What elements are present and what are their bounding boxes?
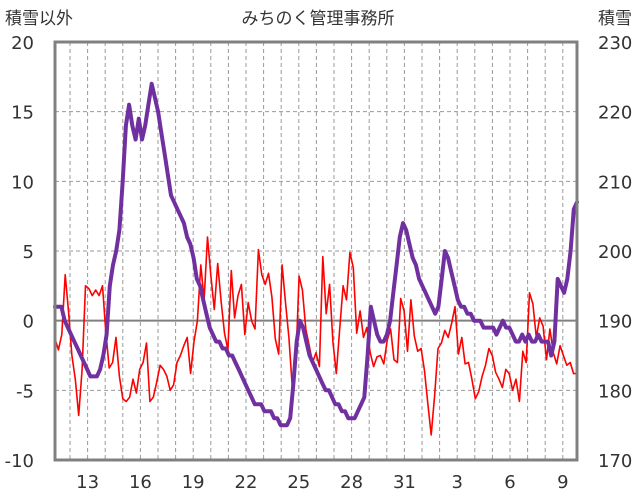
x-tick-label: 16: [129, 472, 152, 493]
temperature-line: [54, 236, 578, 436]
left-tick-label: 0: [23, 312, 34, 333]
grid-lines: [55, 42, 577, 460]
x-tick-label: 25: [287, 472, 310, 493]
x-tick-label: 3: [451, 472, 462, 493]
right-tick-label: 180: [598, 381, 632, 402]
plot-frame: [53, 40, 579, 462]
right-tick-label: 190: [598, 312, 632, 333]
x-tick-label: 6: [504, 472, 515, 493]
x-tick-label: 22: [235, 472, 258, 493]
left-tick-label: 5: [23, 242, 34, 263]
left-tick-label: 15: [11, 103, 34, 124]
right-tick-label: 220: [598, 103, 632, 124]
x-tick-label: 31: [393, 472, 416, 493]
series-layer: [53, 81, 579, 436]
x-tick-label: 9: [557, 472, 568, 493]
tick-labels: -10 -5 0 5 10 15 20 170 180 190 200 210 220 230 13 16 19…: [5, 33, 633, 493]
left-tick-label: 20: [11, 33, 34, 54]
left-tick-label: -5: [16, 381, 34, 402]
left-tick-label: 10: [11, 172, 34, 193]
snow-depth-line: [53, 81, 579, 428]
right-axis-label: 積雪: [598, 9, 632, 29]
left-tick-label: -10: [5, 451, 34, 472]
chart-title: みちのく管理事務所: [242, 9, 395, 29]
right-tick-label: 230: [598, 33, 632, 54]
x-tick-label: 19: [182, 472, 205, 493]
right-tick-label: 200: [598, 242, 632, 263]
x-tick-label: 13: [76, 472, 99, 493]
left-axis-label: 積雪以外: [5, 9, 73, 29]
x-tick-label: 28: [340, 472, 363, 493]
right-tick-label: 210: [598, 172, 632, 193]
right-tick-label: 170: [598, 451, 632, 472]
